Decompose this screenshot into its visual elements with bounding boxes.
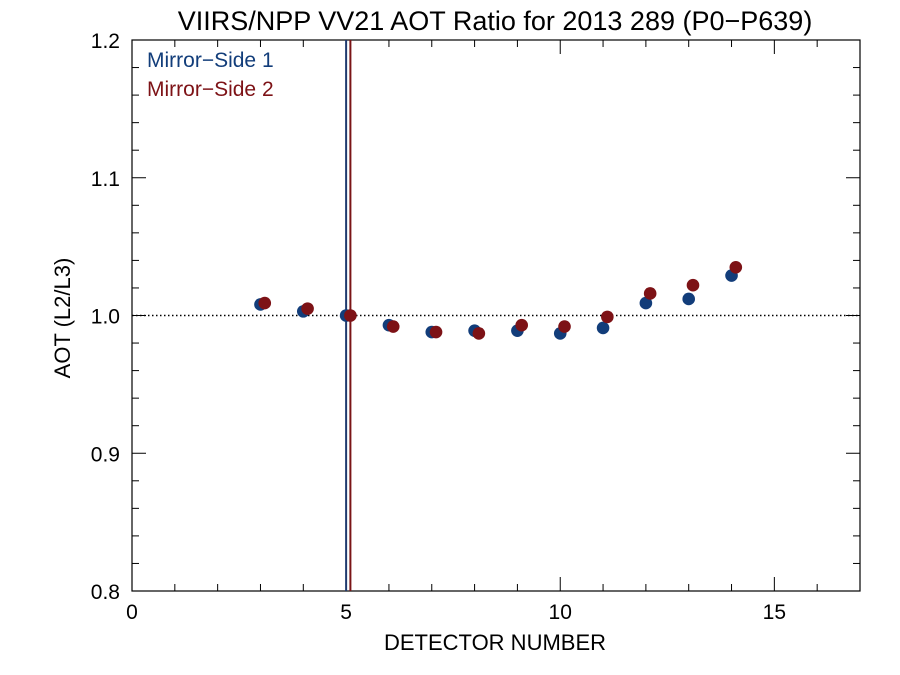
data-point-series-1 [682,292,696,306]
chart-title: VIIRS/NPP VV21 AOT Ratio for 2013 289 (P… [178,6,813,36]
x-tick-label: 10 [549,601,572,624]
legend: Mirror−Side 1 Mirror−Side 2 [147,49,274,101]
data-point-series-2 [601,310,614,324]
y-axis-label: AOT (L2/L3) [50,258,75,379]
data-point-series-2 [643,287,657,300]
data-point-series-2 [515,318,528,332]
data-point-series-2 [429,325,443,339]
data-point-series-2 [258,296,272,310]
data-point-series-1 [596,321,610,335]
legend-entry-mirror-side-1: Mirror−Side 1 [147,49,274,72]
data-point-series-2 [472,327,486,340]
y-tick-label: 1.0 [91,306,120,329]
x-axis-label: DETECTOR NUMBER [384,630,606,655]
data-point-series-2 [344,309,357,322]
data-point-series-2 [386,320,400,333]
x-tick-label: 5 [340,601,352,624]
legend-entry-mirror-side-2: Mirror−Side 2 [147,78,274,101]
data-point-series-2 [729,260,743,274]
y-tick-label: 0.9 [91,443,120,466]
data-point-series-2 [558,320,571,333]
data-point-series-2 [301,302,314,315]
data-point-series-1 [639,296,653,310]
x-tick-label: 0 [126,601,138,624]
y-tick-label: 1.2 [91,30,120,53]
y-tick-label: 0.8 [91,581,120,604]
x-tick-label: 15 [763,601,786,624]
data-point-series-2 [686,278,700,292]
plot-area: 0 5 10 15 0.8 0.9 1.0 1.1 1.2 [91,30,861,624]
y-tick-label: 1.1 [91,168,120,191]
